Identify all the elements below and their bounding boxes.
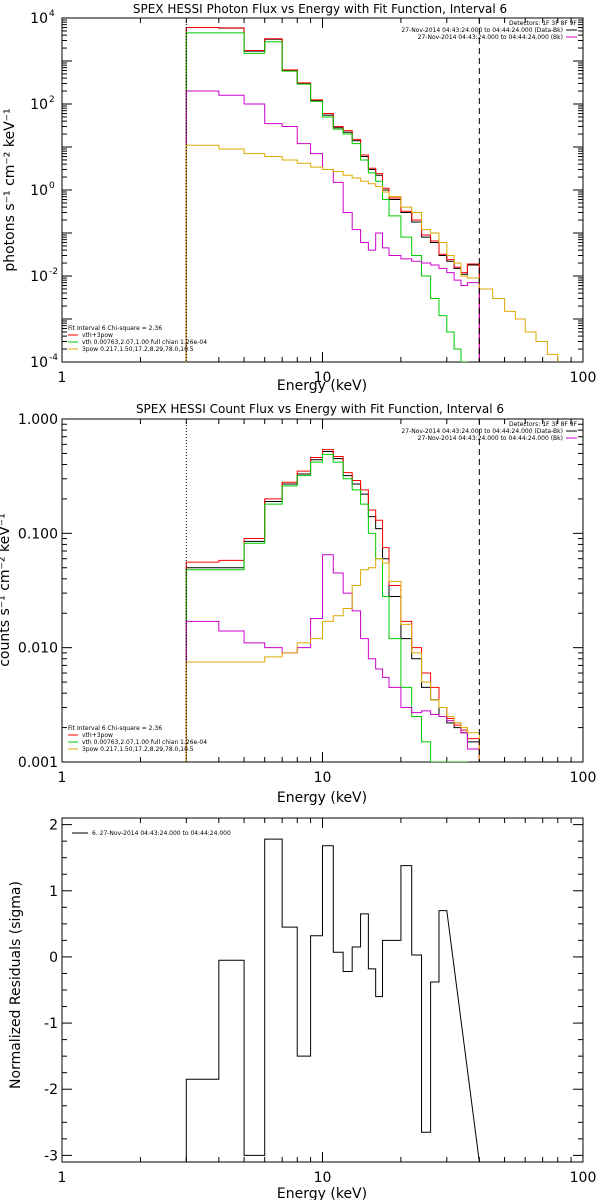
y-tick-label: 0: [49, 950, 58, 966]
y-axis-label: counts s⁻¹ cm⁻² keV⁻¹: [0, 513, 13, 667]
legend-label: 27-Nov-2014 04:43:24.000 to 04:44:24.000…: [401, 27, 563, 34]
legend-label: 27-Nov-2014 04:43:24.000 to 04:44:24.000…: [418, 34, 563, 41]
residuals-panel: Energy (keV) Normalized Residuals (sigma…: [8, 817, 597, 1200]
y-tick-label: 1.000: [18, 412, 58, 428]
y-tick-label: 0.100: [18, 526, 58, 542]
x-tick-label: 1: [58, 770, 67, 786]
legend-label: 3pow 0.217,1.50,17.2,8.29,78.0,10.5: [82, 746, 194, 753]
y-tick-label: -3: [44, 1148, 58, 1164]
y-axis-label: Normalized Residuals (sigma): [8, 881, 24, 1089]
y-tick-label: -2: [44, 1082, 58, 1098]
count-flux-panel: SPEX HESSI Count Flux vs Energy with Fit…: [0, 402, 596, 806]
legend-header: Detectors: 1F 3F 8F 9F: [509, 20, 578, 27]
y-tick-label: 10: [30, 11, 48, 27]
legend-label: 27-Nov-2014 04:43:24.000 to 04:44:24.000…: [401, 428, 563, 435]
y-tick-label: 2: [49, 818, 58, 834]
y-axis-label: photons s⁻¹ cm⁻² keV⁻¹: [2, 108, 18, 271]
series-line-1: [185, 27, 480, 362]
y-tick-exponent: -4: [49, 353, 58, 363]
x-axis-label: Energy (keV): [277, 1186, 367, 1200]
legend-label: vth 0.00763,2.07,1.00 full chian 1.26e-0…: [82, 739, 207, 746]
series-line-2: [185, 453, 468, 762]
series-line-0: [185, 27, 480, 362]
x-tick-label: 10: [314, 1170, 332, 1186]
series-line-4: [185, 558, 480, 762]
x-tick-label: 100: [570, 770, 597, 786]
y-tick-exponent: 0: [49, 181, 55, 191]
panel-title: SPEX HESSI Count Flux vs Energy with Fit…: [136, 402, 504, 416]
legend-header: Fit Interval 6 Chi-square = 2.36: [68, 325, 162, 332]
legend-header: Detectors: 1F 3F 8F 9F: [509, 421, 578, 428]
y-tick-label: 0.001: [18, 755, 58, 771]
series-line-3: [185, 554, 480, 762]
x-axis-label: Energy (keV): [277, 790, 367, 806]
y-tick-label: 10: [30, 183, 48, 199]
y-tick-label: 10: [30, 269, 48, 285]
x-axis-label: Energy (keV): [277, 378, 367, 394]
legend-label: 3pow 0.217,1.50,17.2,8.29,78.0,10.5: [82, 346, 194, 353]
legend-label: vth+3pow: [82, 732, 113, 739]
x-tick-label: 100: [570, 370, 597, 386]
legend-label: 6. 27-Nov-2014 04:43:24.000 to 04:44:24.…: [92, 830, 231, 837]
y-tick-exponent: 2: [49, 95, 55, 105]
series-line-0: [185, 450, 480, 762]
legend-header: Fit Interval 6 Chi-square = 2.36: [68, 725, 162, 732]
series-line-0: [185, 838, 480, 1162]
series-group: [185, 838, 480, 1162]
x-tick-label: 10: [314, 370, 332, 386]
series-line-1: [185, 449, 480, 762]
y-tick-label: 1: [49, 884, 58, 900]
series-line-3: [185, 90, 480, 362]
legend-label: vth+3pow: [82, 332, 113, 339]
y-tick-label: 10: [30, 355, 48, 371]
y-tick-label: 0.010: [18, 641, 58, 657]
series-line-2: [185, 32, 468, 362]
series-group: [185, 27, 559, 362]
x-tick-label: 10: [314, 770, 332, 786]
y-tick-label: 10: [30, 97, 48, 113]
y-tick-label: -1: [44, 1016, 58, 1032]
legend-label: 27-Nov-2014 04:43:24.000 to 04:44:24.000…: [418, 435, 563, 442]
series-line-4: [185, 144, 559, 362]
y-tick-exponent: -2: [49, 267, 58, 277]
y-tick-exponent: 4: [49, 9, 55, 19]
series-group: [185, 449, 480, 762]
photon-flux-panel: SPEX HESSI Photon Flux vs Energy with Fi…: [2, 2, 596, 394]
panel-title: SPEX HESSI Photon Flux vs Energy with Fi…: [133, 2, 507, 16]
x-tick-label: 1: [58, 1170, 67, 1186]
x-tick-label: 1: [58, 370, 67, 386]
x-tick-label: 100: [570, 1170, 597, 1186]
legend-label: vth 0.00763,2.07,1.00 full chian 1.26e-0…: [82, 339, 207, 346]
